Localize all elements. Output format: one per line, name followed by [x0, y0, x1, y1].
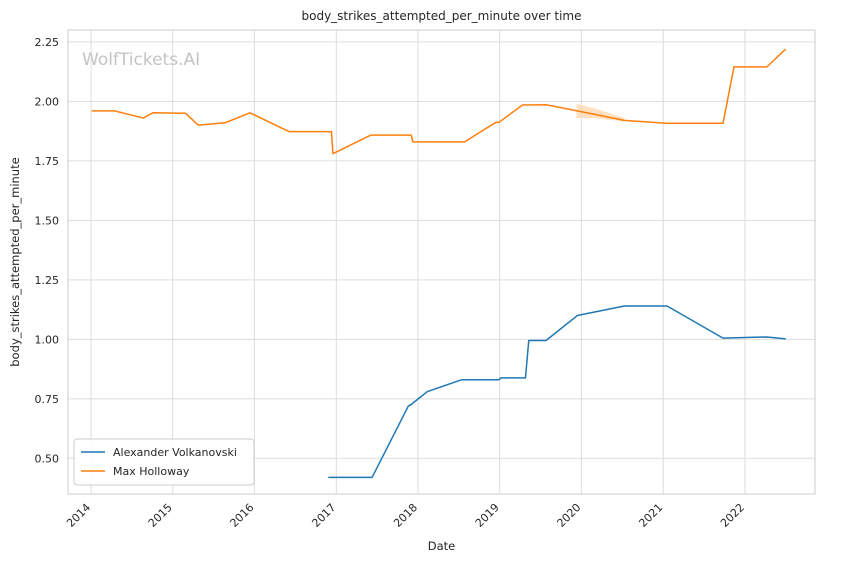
y-tick-label-1.50: 1.50	[35, 214, 60, 227]
series-line-max-holloway	[91, 48, 787, 155]
legend-box	[73, 438, 255, 486]
x-axis-title: Date	[428, 539, 456, 553]
y-tick-label-2.25: 2.25	[35, 36, 60, 49]
y-tick-label-0.75: 0.75	[35, 393, 60, 406]
y-tick-label-2.00: 2.00	[35, 95, 60, 108]
y-tick-label-1.00: 1.00	[35, 333, 60, 346]
confidence-band-layer	[576, 103, 625, 122]
plot-frame	[67, 29, 816, 495]
y-tick-label-1.75: 1.75	[35, 155, 60, 168]
confidence-band-max-holloway	[576, 103, 625, 122]
series-line-layer	[91, 48, 787, 479]
legend-label-max-holloway: Max Holloway	[113, 465, 190, 478]
legend-label-alexander-volkanovski: Alexander Volkanovski	[113, 446, 237, 459]
watermark: WolfTickets.AI	[82, 50, 200, 70]
grid-layer	[68, 30, 815, 494]
series-line-alexander-volkanovski	[328, 305, 786, 479]
y-axis-title: body_strikes_attempted_per_minute	[8, 157, 22, 366]
y-tick-label-1.25: 1.25	[35, 274, 60, 287]
y-tick-label-0.50: 0.50	[35, 452, 60, 465]
chart-title: body_strikes_attempted_per_minute over t…	[302, 9, 582, 23]
legend: Alexander Volkanovski Max Holloway	[73, 438, 255, 486]
